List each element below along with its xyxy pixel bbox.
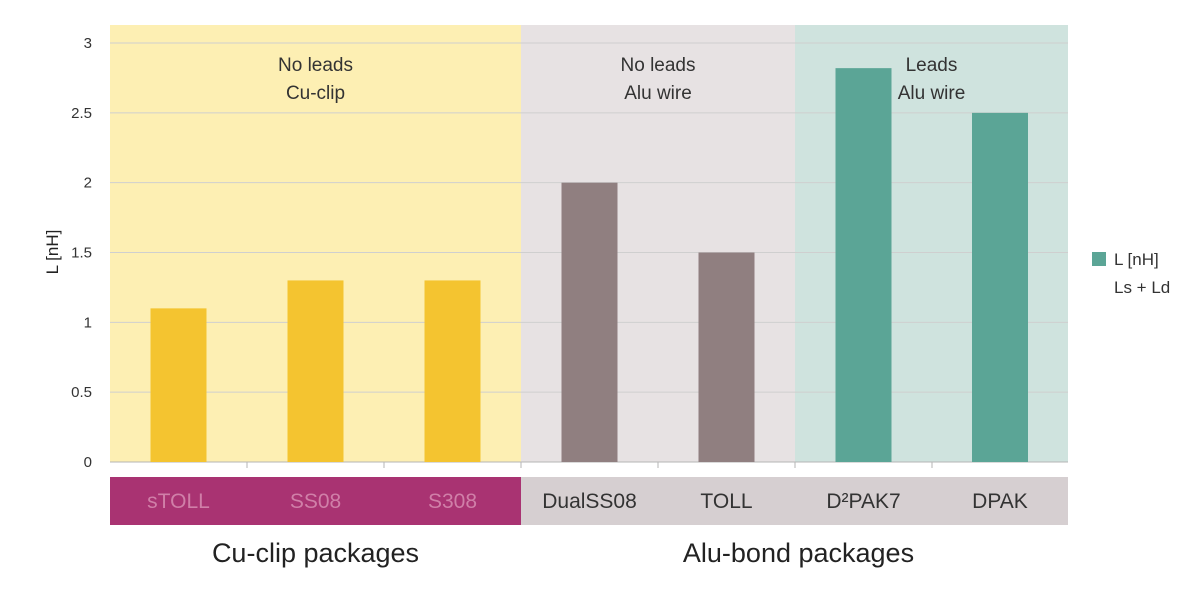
bars xyxy=(150,68,1028,462)
package-group-labels: Cu-clip packages Alu-bond packages xyxy=(212,538,914,568)
category-label: S308 xyxy=(428,490,477,513)
y-axis-label: L [nH] xyxy=(43,230,62,275)
bar-6 xyxy=(972,112,1028,462)
region-label-line1: No leads xyxy=(278,55,353,76)
y-tick-label: 1.5 xyxy=(71,245,92,262)
category-band-cu-clip xyxy=(110,477,521,525)
legend-label: L [nH] xyxy=(1114,250,1159,269)
region-label-line1: No leads xyxy=(621,55,696,76)
region-label-line1: Leads xyxy=(906,55,958,76)
category-label: sTOLL xyxy=(147,490,210,513)
legend: L [nH] Ls + Ld xyxy=(1092,250,1170,297)
bar-3 xyxy=(561,182,618,462)
y-tick-label: 2 xyxy=(84,175,92,192)
package-group-label: Alu-bond packages xyxy=(683,538,914,568)
category-label: SS08 xyxy=(290,490,341,513)
category-band: sTOLL SS08 S308 DualSS08 TOLL D²PAK7 DPAK xyxy=(110,477,1068,525)
region-labels: No leads Cu-clip No leads Alu wire Leads Alu … xyxy=(278,55,965,104)
y-axis: 0 0.5 1 1.5 2 2.5 3 L [nH] xyxy=(43,35,92,471)
region-label-line2: Alu wire xyxy=(624,83,692,104)
bar-5 xyxy=(835,68,892,462)
y-tick-label: 2.5 xyxy=(71,105,92,122)
category-label: D²PAK7 xyxy=(826,490,900,513)
y-tick-label: 1 xyxy=(84,314,92,331)
legend-sublabel: Ls + Ld xyxy=(1114,278,1170,297)
region-label-line2: Cu-clip xyxy=(286,83,345,104)
bar-4 xyxy=(698,252,755,462)
package-group-label: Cu-clip packages xyxy=(212,538,419,568)
category-label: TOLL xyxy=(700,490,752,513)
y-tick-label: 0.5 xyxy=(71,384,92,401)
bar-1 xyxy=(287,280,344,462)
bar-2 xyxy=(424,280,481,462)
category-label: DPAK xyxy=(972,490,1028,513)
y-tick-label: 3 xyxy=(84,35,92,52)
category-label: DualSS08 xyxy=(542,490,637,513)
category-band-alu-bond xyxy=(521,477,1068,525)
region-label-line2: Alu wire xyxy=(898,83,966,104)
bar-0 xyxy=(150,308,207,462)
legend-swatch xyxy=(1092,252,1106,266)
y-tick-label: 0 xyxy=(84,454,92,471)
